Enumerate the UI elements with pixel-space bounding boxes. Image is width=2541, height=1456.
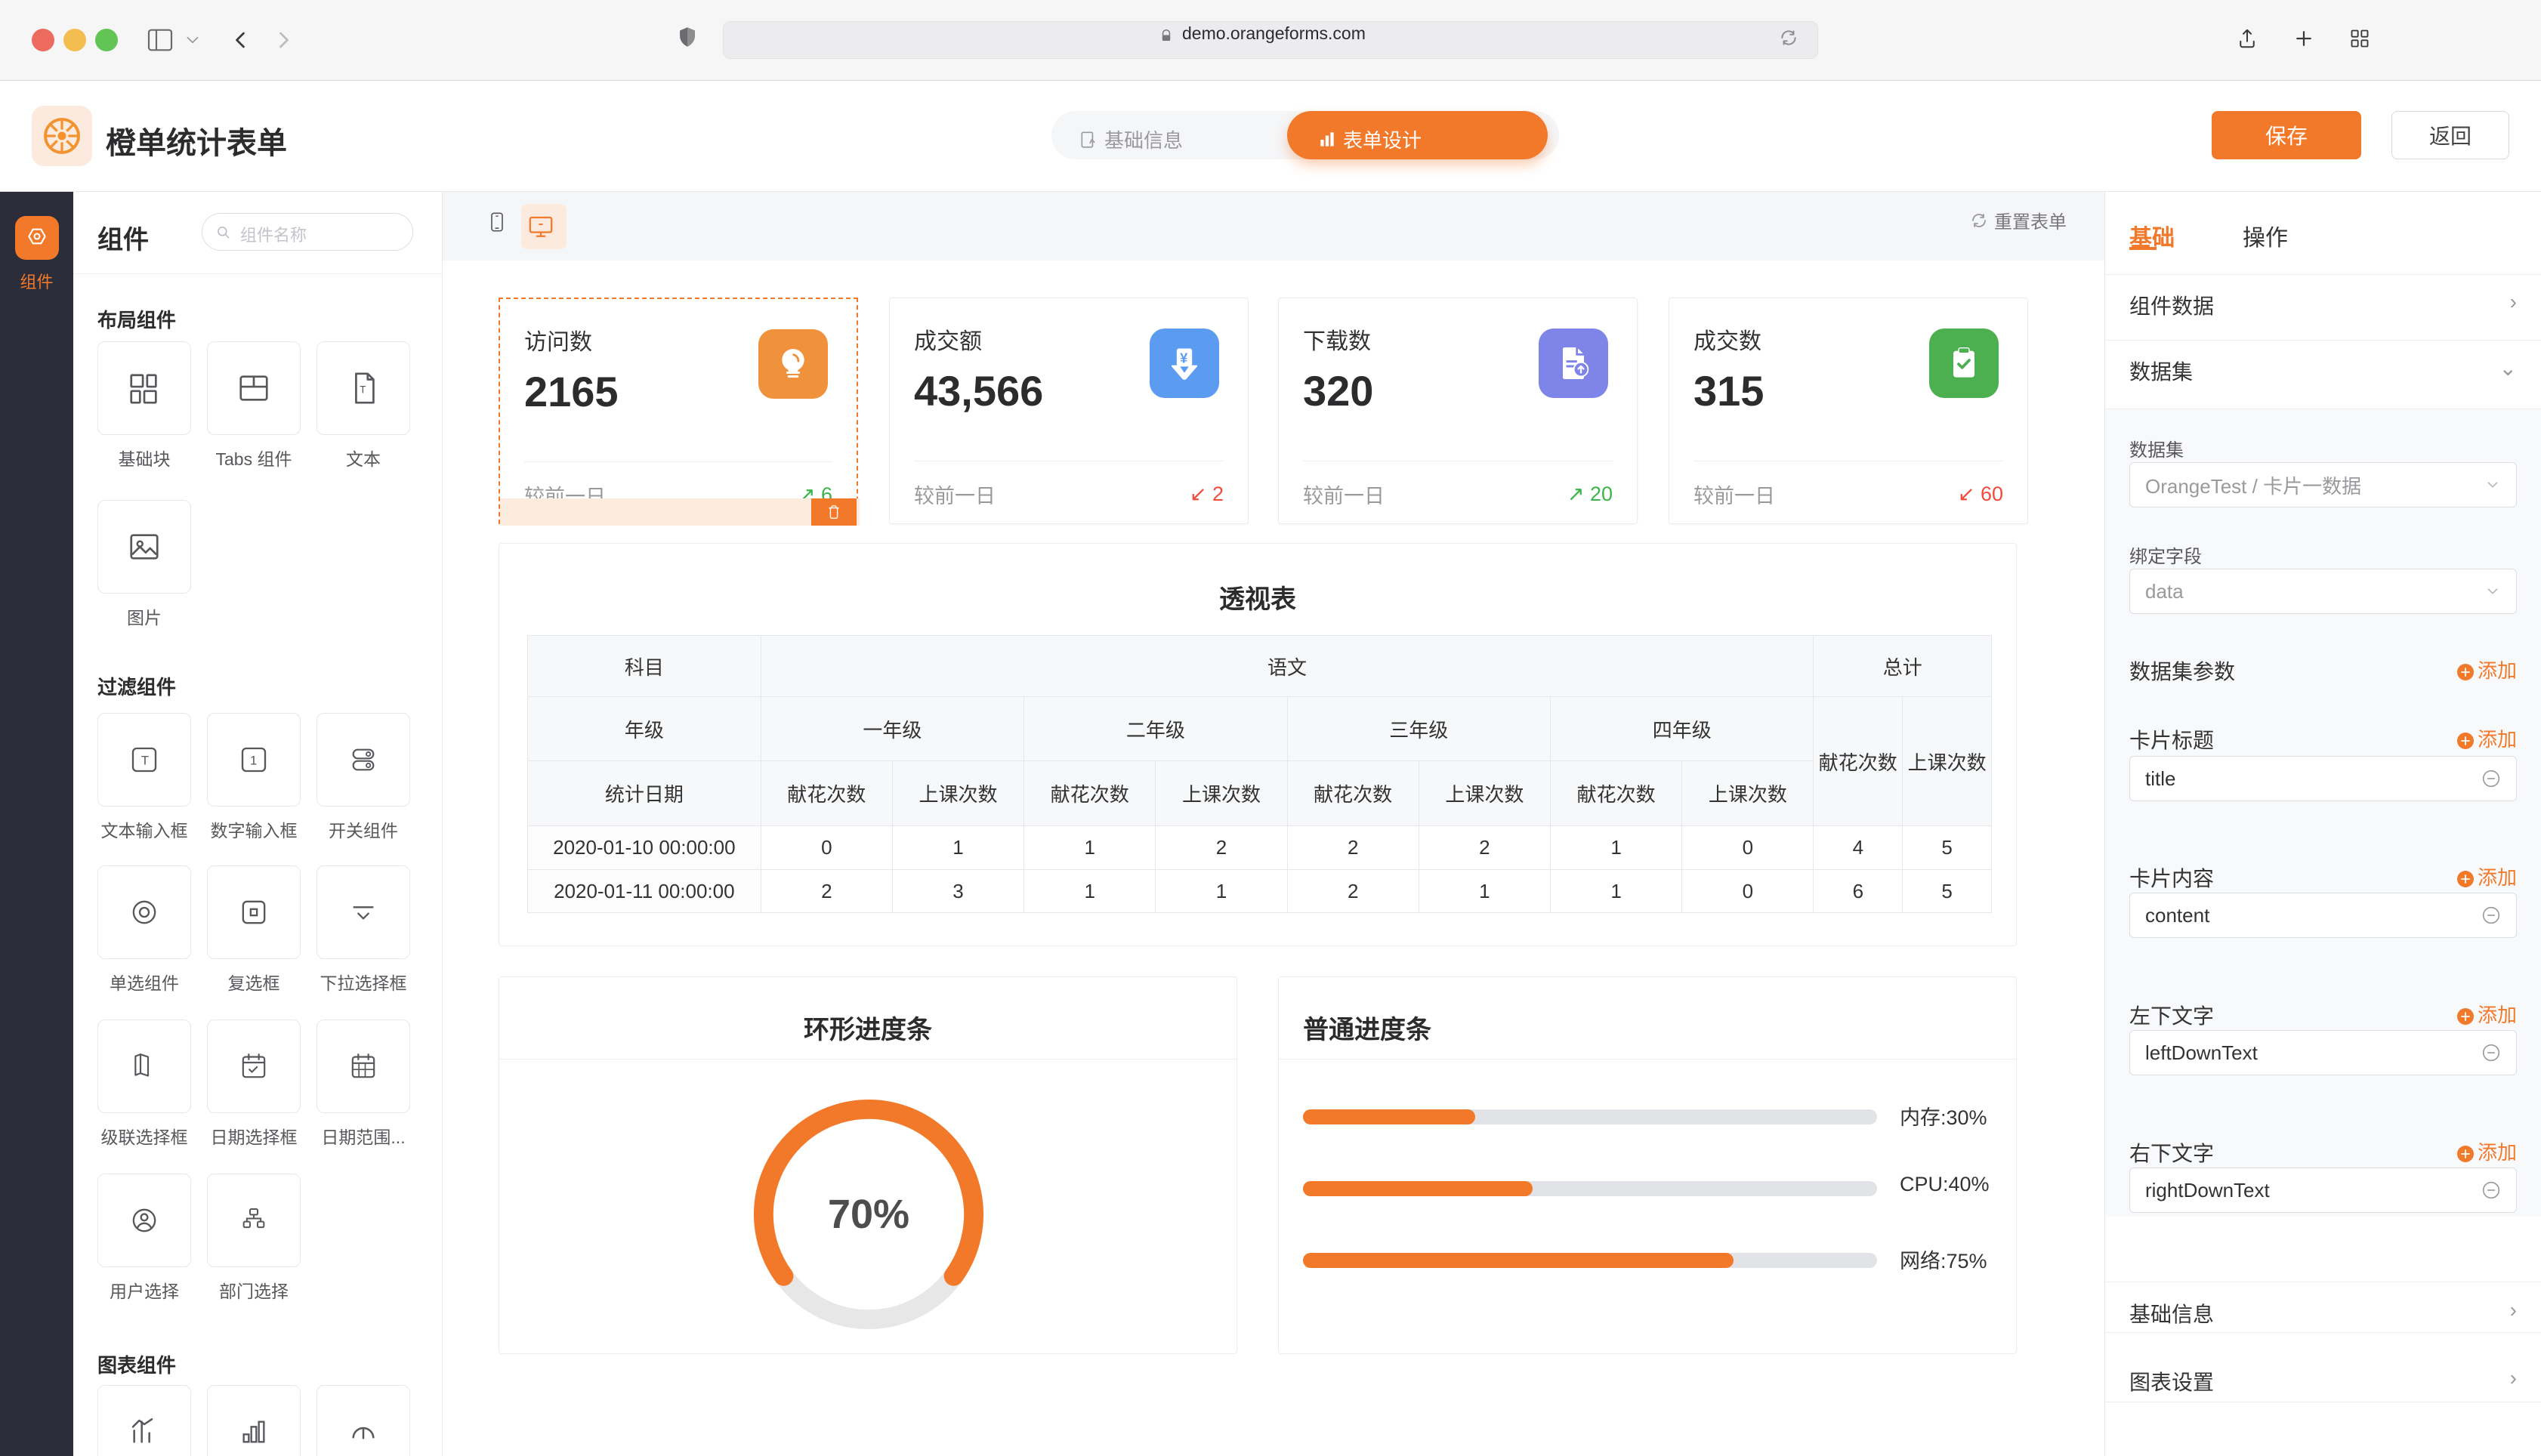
svg-text:T: T: [141, 754, 149, 768]
svg-text:T: T: [360, 384, 366, 396]
svg-text:¥: ¥: [1180, 350, 1188, 366]
svg-text:1: 1: [250, 754, 257, 768]
